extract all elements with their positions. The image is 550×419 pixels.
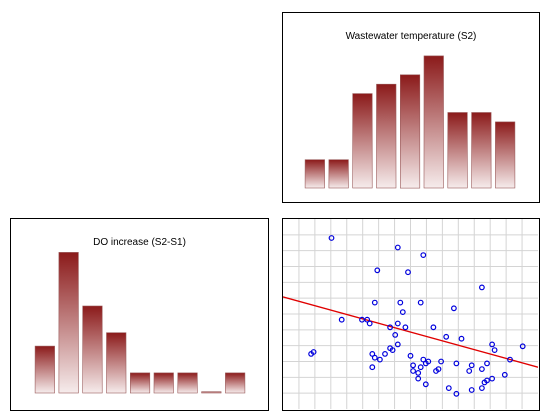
scatter-point — [369, 364, 376, 371]
histogram-bar — [328, 159, 349, 189]
scatter-point — [415, 375, 422, 382]
scatter-point — [417, 299, 424, 306]
scatter-point — [392, 331, 399, 338]
scatter-point — [453, 390, 460, 397]
scatter-point — [407, 352, 414, 359]
scatter-point — [453, 360, 460, 367]
histogram-bar — [304, 159, 325, 189]
scatter-point — [489, 341, 496, 348]
histogram-bar — [201, 391, 222, 394]
scatter-point — [405, 269, 411, 276]
scatter-point — [458, 335, 465, 342]
scatter-point — [364, 316, 371, 323]
scatter-point — [519, 343, 526, 350]
scatter-point — [399, 309, 406, 315]
histogram-bar — [130, 372, 151, 394]
histogram-bar — [34, 345, 55, 394]
scatter-plot — [283, 219, 538, 409]
scatter-point — [308, 350, 315, 357]
scatter-point — [468, 387, 475, 393]
scatter-point — [430, 324, 437, 331]
scatter-point — [466, 368, 473, 374]
scatter-point — [376, 356, 383, 363]
scatter-point — [433, 368, 439, 374]
histogram-bar — [106, 332, 127, 394]
scatter-point — [374, 267, 381, 274]
scatter-point — [422, 381, 429, 388]
scatter-point — [387, 324, 393, 331]
histogram-bar — [153, 372, 174, 394]
scatter-point — [397, 299, 404, 306]
do-increase-histogram-panel: DO increase (S2-S1) — [10, 218, 269, 411]
scatter-point — [371, 354, 378, 361]
scatter-point — [489, 375, 496, 382]
scatter-point — [394, 244, 401, 251]
do-increase-histogram — [34, 252, 246, 394]
histogram-bar — [471, 112, 492, 189]
histogram-bar — [225, 372, 246, 394]
scatter-point — [328, 235, 335, 241]
scatter-point — [420, 356, 427, 363]
histogram-bar — [58, 252, 79, 394]
scatter-point — [369, 350, 376, 357]
scatter-point — [507, 356, 513, 363]
histogram-bar — [352, 93, 373, 189]
scatter-point — [425, 358, 432, 365]
scatter-point — [387, 345, 393, 352]
temperature-histogram-panel: Wastewater temperature (S2) — [282, 12, 540, 203]
scatter-point — [410, 362, 417, 369]
scatter-point — [478, 385, 485, 392]
histogram-bar — [82, 305, 103, 394]
chart-title: Wastewater temperature (S2) — [345, 31, 477, 42]
scatter-point — [359, 316, 365, 323]
scatter-point — [402, 324, 409, 331]
scatter-point — [484, 360, 490, 367]
scatter-point — [417, 364, 424, 371]
scatter-point — [420, 252, 427, 258]
histogram-bar — [423, 55, 444, 189]
scatter-point — [394, 320, 401, 327]
scatter-point — [371, 299, 378, 306]
scatter-point — [366, 320, 373, 327]
scatter-point — [338, 316, 345, 323]
scatter-point — [394, 341, 401, 348]
histogram-bar — [447, 112, 468, 189]
trend-line — [283, 296, 538, 368]
scatter-point — [415, 369, 422, 376]
scatter-point — [481, 379, 488, 386]
scatter-point — [450, 305, 457, 312]
scatter-point — [443, 333, 450, 340]
histogram-bar — [400, 74, 421, 189]
histogram-bar — [376, 83, 397, 189]
scatter-plot-panel — [282, 218, 540, 411]
scatter-point — [478, 366, 485, 373]
histogram-bar — [495, 121, 516, 189]
scatter-point — [468, 362, 475, 369]
scatter-point — [445, 385, 452, 392]
histogram-bar — [177, 372, 198, 394]
scatter-point — [382, 350, 388, 357]
scatter-point — [438, 358, 445, 365]
chart-title: DO increase (S2-S1) — [93, 237, 186, 248]
scatter-point — [478, 284, 485, 291]
scatter-point — [491, 347, 498, 354]
scatter-point — [501, 371, 508, 378]
temperature-histogram — [304, 55, 516, 189]
scatter-point — [410, 368, 417, 374]
